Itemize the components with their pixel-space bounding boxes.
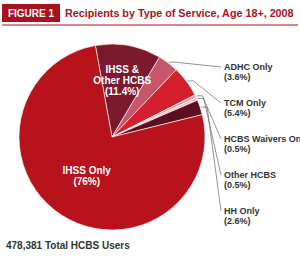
annotation: 478,381 Total HCBS Users [6,240,130,251]
slice-category-label: IHSS Only [63,165,112,176]
label-line: Other HCBS [93,75,151,86]
slice-category-label: HCBS Waivers Only [224,134,300,144]
pie-slice [19,46,205,230]
leader-line [201,107,221,211]
slice-value-label: (0.5%) [224,144,251,154]
leader-line [169,62,221,67]
slice-category-label: IHSS &Other HCBS [93,64,151,86]
slice-category-label: ADHC Only [224,62,273,72]
figure-label-box [2,4,60,22]
chart-svg: FIGURE 1 Recipients by Type of Service, A… [0,0,300,256]
figure-label: FIGURE 1 [8,8,55,19]
slice-value-label: (3.6%) [224,72,251,82]
leader-line [198,99,221,175]
chart-title: Recipients by Type of Service, Age 18+, … [65,7,294,19]
slice-category-label: Other HCBS [224,170,276,180]
slice-category-label: TCM Only [224,98,266,108]
slice-value-label: (2.6%) [224,216,251,226]
slice-value-label: (76%) [73,176,100,187]
slice-category-label: HH Only [224,206,260,216]
slice-value-label: (5.4%) [224,108,251,118]
label-line: IHSS & [106,64,139,75]
data-labels: IHSS &Other HCBS(11.4%)IHSS Only(76%)ADH… [63,62,300,226]
pie [19,44,205,230]
header-rule [2,25,298,26]
chart-container: FIGURE 1 Recipients by Type of Service, A… [0,0,300,256]
slice-value-label: (11.4%) [105,86,139,97]
label-line: IHSS Only [63,165,112,176]
slice-value-label: (0.5%) [224,180,251,190]
